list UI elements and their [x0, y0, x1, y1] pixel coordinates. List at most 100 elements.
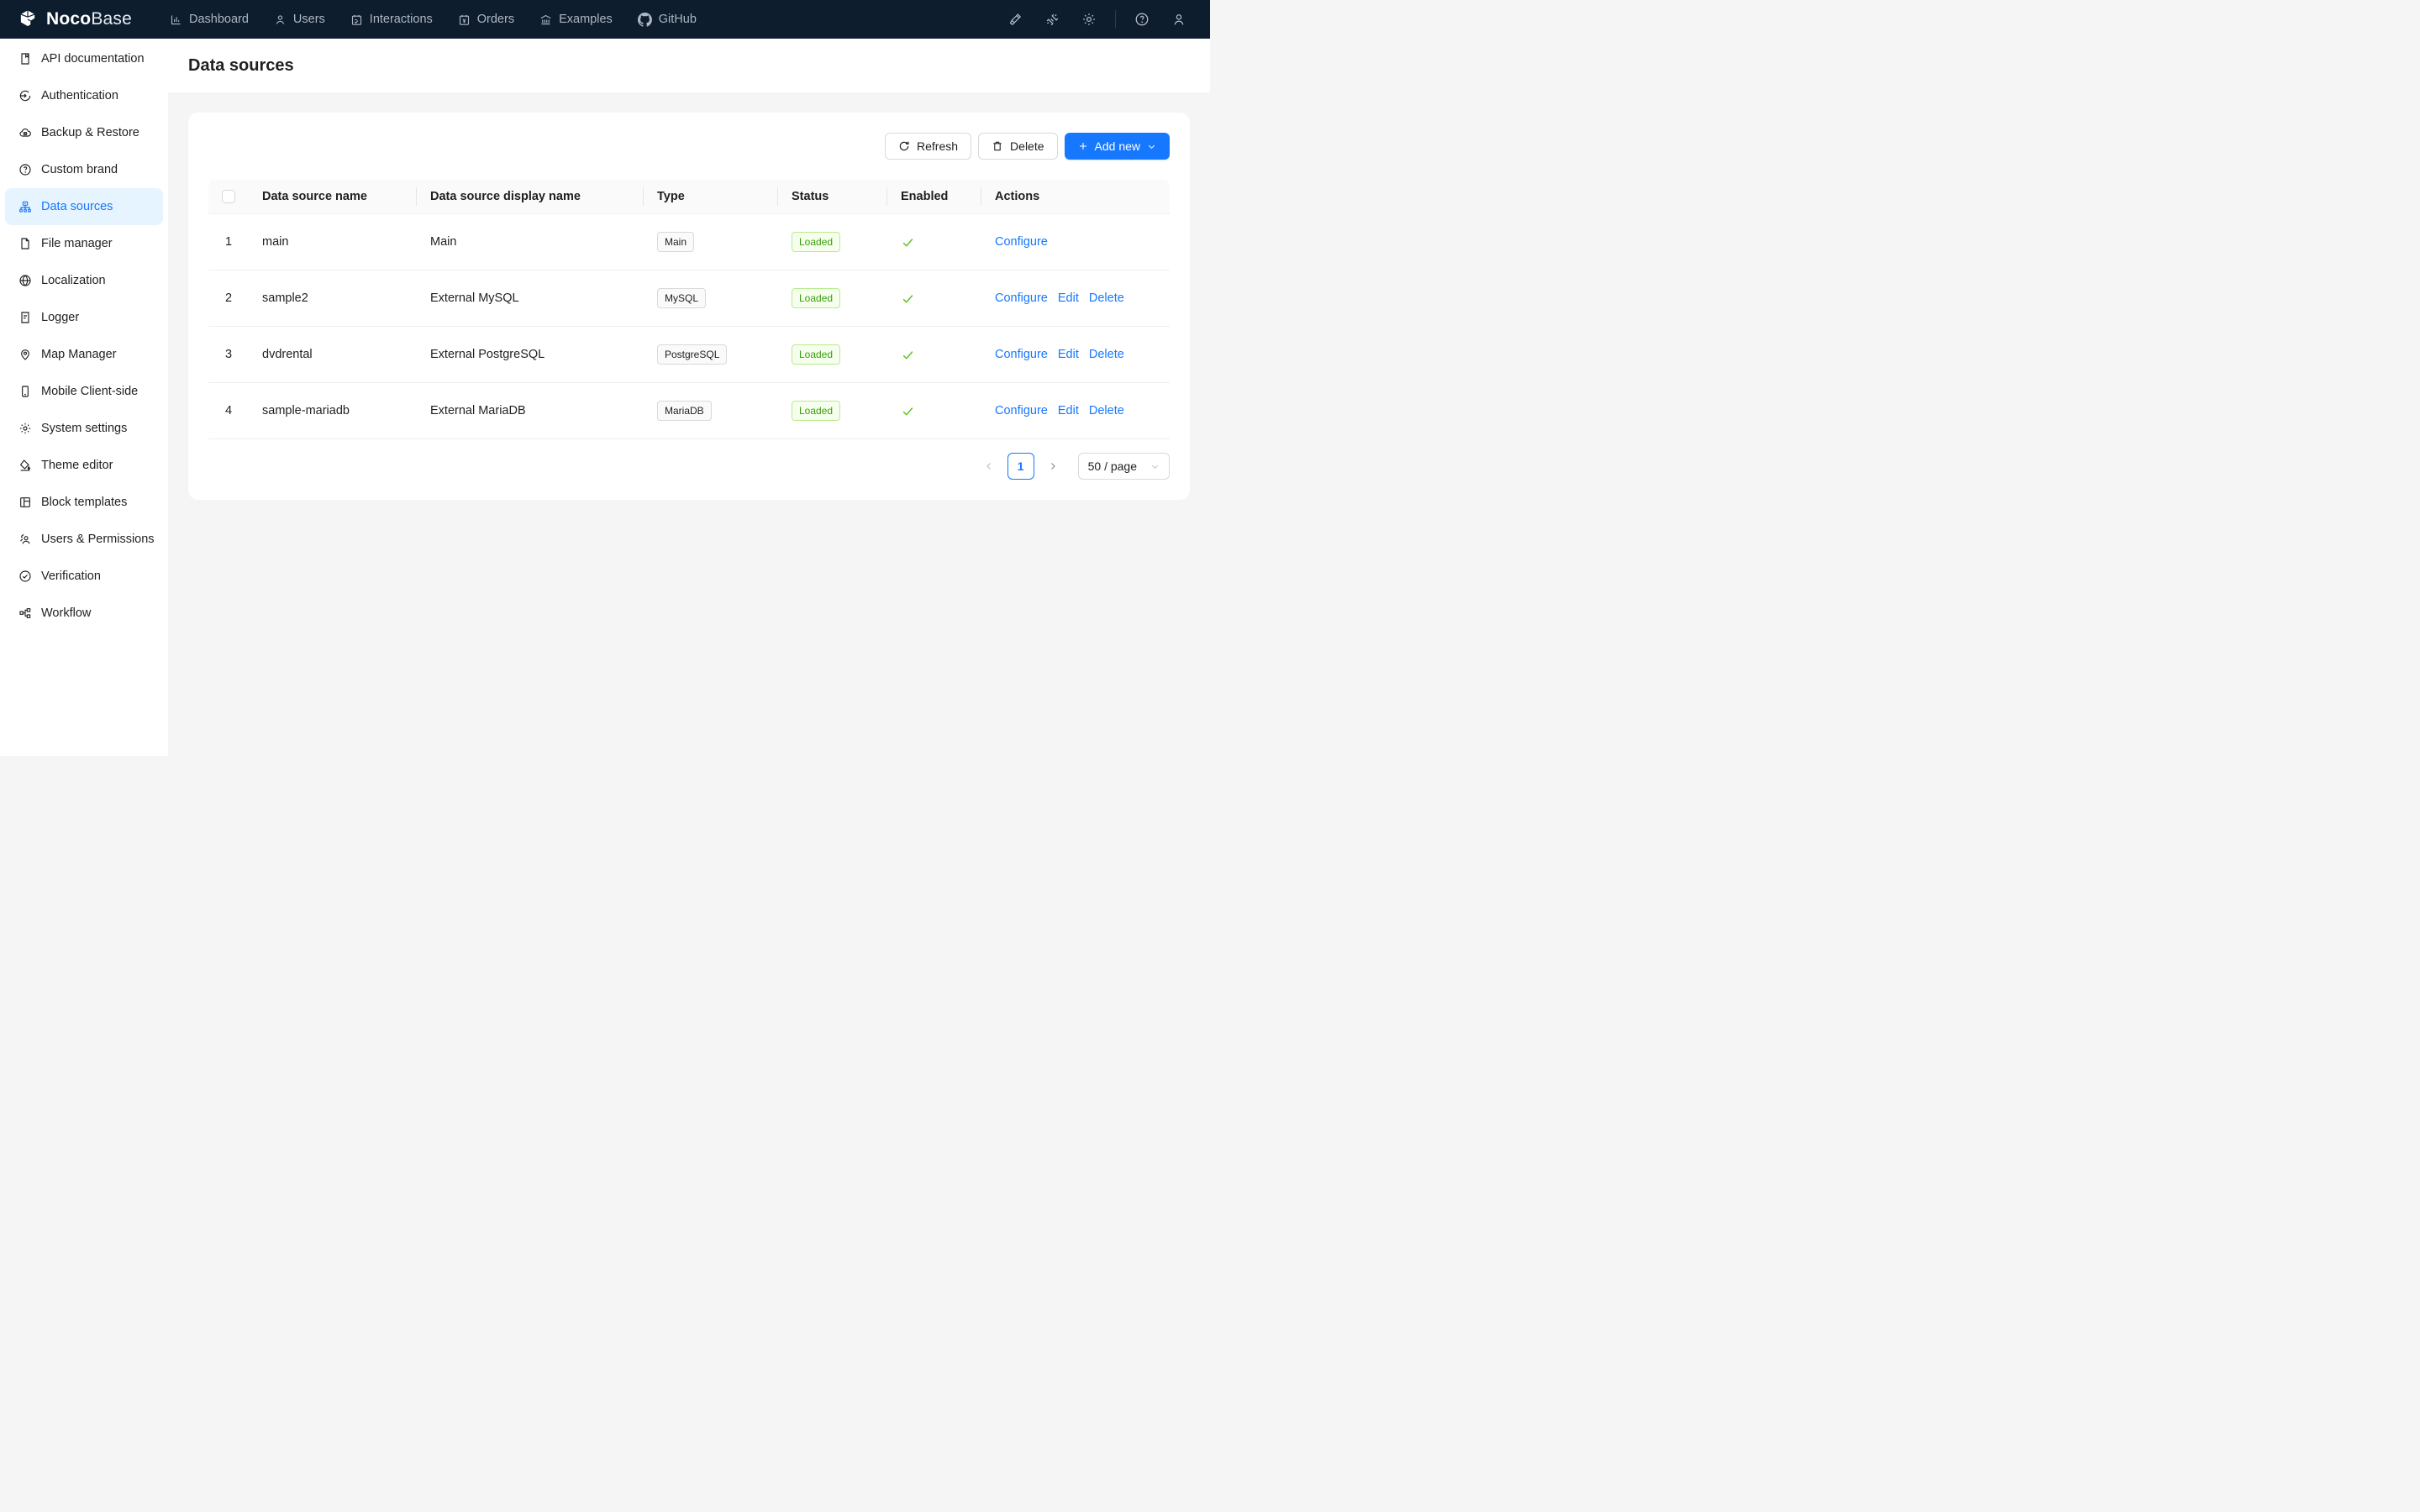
edit-link[interactable]: Edit [1057, 404, 1079, 418]
nav-item-github[interactable]: GitHub [625, 0, 709, 39]
nav-item-examples[interactable]: Examples [527, 0, 625, 39]
data-sources-table: Data source name Data source display nam… [208, 180, 1170, 440]
sidebar-item-users-permissions[interactable]: Users & Permissions [5, 521, 163, 558]
user-icon [274, 13, 287, 26]
sidebar-item-mobile-client-side[interactable]: Mobile Client-side [5, 373, 163, 410]
sidebar-item-logger[interactable]: Logger [5, 299, 163, 336]
sidebar-item-block-templates[interactable]: Block templates [5, 484, 163, 521]
sidebar-item-system-settings[interactable]: System settings [5, 410, 163, 447]
delete-link[interactable]: Delete [1088, 291, 1124, 306]
select-all-checkbox[interactable] [222, 190, 235, 204]
page-1-button[interactable]: 1 [1007, 453, 1034, 480]
cloud-icon [18, 126, 32, 139]
previous-page-button[interactable] [977, 453, 1001, 480]
table-row: 3 dvdrental External PostgreSQL PostgreS… [208, 327, 1170, 384]
table-row: 2 sample2 External MySQL MySQL Loaded [208, 270, 1170, 328]
sidebar-item-localization[interactable]: Localization [5, 262, 163, 299]
configure-link[interactable]: Configure [995, 291, 1048, 306]
bar-chart-icon [170, 13, 182, 26]
check-circle-icon [18, 570, 32, 583]
sidebar-item-authentication[interactable]: Authentication [5, 77, 163, 114]
partition-icon [18, 606, 32, 620]
nocobase-logo[interactable]: NocoBase [17, 8, 132, 30]
sidebar-item-file-manager[interactable]: File manager [5, 225, 163, 262]
status-badge: Loaded [792, 344, 841, 365]
page-header: Data sources [168, 39, 1210, 92]
plus-icon [1078, 141, 1088, 151]
type-tag: PostgreSQL [657, 344, 728, 365]
sidebar-item-api-documentation[interactable]: API documentation [5, 40, 163, 77]
nav-item-interactions[interactable]: Interactions [338, 0, 445, 39]
nocobase-logo-icon [17, 8, 39, 30]
refresh-button[interactable]: Refresh [885, 133, 972, 160]
trash-icon [992, 140, 1003, 152]
cell-name: dvdrental [249, 327, 417, 384]
calendar-check-icon [350, 13, 363, 26]
cell-name: sample2 [249, 270, 417, 328]
next-page-button[interactable] [1041, 453, 1065, 480]
enabled-check-icon [901, 348, 968, 362]
configure-link[interactable]: Configure [995, 235, 1048, 249]
type-tag: MySQL [657, 288, 707, 309]
mobile-icon [18, 385, 32, 398]
sidebar-item-custom-brand[interactable]: Custom brand [5, 151, 163, 188]
gear-icon[interactable] [1075, 5, 1103, 34]
cell-display-name: External MariaDB [417, 383, 644, 440]
column-header-type: Type [644, 180, 778, 215]
navbar-divider [1115, 10, 1116, 29]
file-icon [18, 237, 32, 250]
column-header-status: Status [778, 180, 887, 215]
table-row: 4 sample-mariadb External MariaDB MariaD… [208, 383, 1170, 440]
cell-display-name: External PostgreSQL [417, 327, 644, 384]
enabled-check-icon [901, 291, 968, 306]
cell-display-name: Main [417, 214, 644, 271]
add-new-button[interactable]: Add new [1064, 133, 1170, 160]
row-index: 3 [208, 327, 249, 384]
user-avatar-icon[interactable] [1165, 5, 1193, 34]
table-row: 1 main Main Main Loaded Config [208, 214, 1170, 271]
edit-link[interactable]: Edit [1057, 348, 1079, 362]
delete-link[interactable]: Delete [1088, 404, 1124, 418]
login-icon [18, 89, 32, 102]
sidebar-item-workflow[interactable]: Workflow [5, 595, 163, 632]
chevron-down-icon [1150, 462, 1160, 471]
top-navbar: NocoBase Dashboard Users [0, 0, 1210, 39]
page-size-value: 50 / page [1087, 459, 1137, 474]
delete-button[interactable]: Delete [978, 133, 1058, 160]
table-toolbar: Refresh Delete Add new [208, 133, 1170, 160]
refresh-icon [898, 140, 910, 152]
column-header-actions: Actions [981, 180, 1170, 215]
nav-item-orders[interactable]: Orders [445, 0, 527, 39]
globe-icon [18, 274, 32, 287]
nav-item-users[interactable]: Users [261, 0, 338, 39]
cell-name: sample-mariadb [249, 383, 417, 440]
column-header-enabled: Enabled [887, 180, 981, 215]
edit-link[interactable]: Edit [1057, 291, 1079, 306]
nav-item-dashboard[interactable]: Dashboard [157, 0, 261, 39]
logo-text-bold: Noco [46, 9, 92, 29]
cluster-icon [18, 200, 32, 213]
gear-icon [18, 422, 32, 435]
sidebar-item-map-manager[interactable]: Map Manager [5, 336, 163, 373]
sidebar-item-backup-restore[interactable]: Backup & Restore [5, 114, 163, 151]
sidebar-item-verification[interactable]: Verification [5, 558, 163, 595]
sidebar-item-data-sources[interactable]: Data sources [5, 188, 163, 225]
chevron-down-icon [1147, 142, 1156, 151]
page-size-select[interactable]: 50 / page [1077, 453, 1170, 480]
content-area: Refresh Delete Add new [168, 92, 1210, 756]
delete-link[interactable]: Delete [1088, 348, 1124, 362]
enabled-check-icon [901, 235, 968, 249]
map-pin-icon [18, 348, 32, 361]
type-tag: MariaDB [657, 401, 712, 422]
github-icon [637, 12, 652, 27]
help-icon[interactable] [1128, 5, 1156, 34]
plug-icon[interactable] [1038, 5, 1066, 34]
configure-link[interactable]: Configure [995, 404, 1048, 418]
highlighter-icon[interactable] [1001, 5, 1029, 34]
sidebar-item-theme-editor[interactable]: Theme editor [5, 447, 163, 484]
team-icon [18, 533, 32, 546]
question-circle-icon [18, 163, 32, 176]
navbar-actions [1001, 5, 1193, 34]
configure-link[interactable]: Configure [995, 348, 1048, 362]
data-sources-card: Refresh Delete Add new [188, 113, 1190, 501]
